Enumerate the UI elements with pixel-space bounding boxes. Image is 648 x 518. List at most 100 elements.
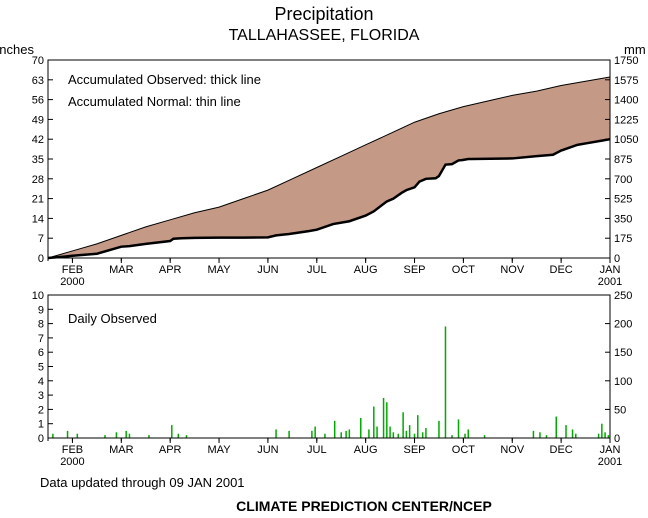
ytick-label: 150 bbox=[614, 347, 632, 359]
daily-bar bbox=[575, 434, 577, 438]
daily-bar bbox=[311, 431, 313, 438]
legend-normal: Accumulated Normal: thin line bbox=[68, 94, 241, 109]
source-label: CLIMATE PREDICTION CENTER/NCEP bbox=[236, 498, 492, 514]
precip-chart-page: { "title": "Precipitation", "location": … bbox=[0, 0, 648, 518]
daily-bar bbox=[445, 326, 447, 438]
ytick-label: 21 bbox=[32, 194, 44, 206]
chart-title: Precipitation bbox=[274, 4, 373, 24]
xtick-label: SEP bbox=[404, 264, 426, 276]
daily-bar bbox=[345, 431, 347, 438]
xtick-label: JAN bbox=[600, 444, 621, 456]
daily-bar bbox=[178, 434, 180, 438]
ytick-label: 5 bbox=[38, 362, 44, 374]
daily-bar bbox=[402, 412, 404, 438]
ytick-label: 875 bbox=[614, 154, 632, 166]
top-plot-frame bbox=[48, 60, 610, 258]
ytick-label: 56 bbox=[32, 95, 44, 107]
xtick-label: APR bbox=[159, 264, 182, 276]
xtick-label: MAR bbox=[109, 264, 134, 276]
daily-bar bbox=[288, 431, 290, 438]
precip-chart-svg: PrecipitationTALLAHASSEE, FLORIDAinchesm… bbox=[0, 0, 648, 518]
xtick-label: JUN bbox=[257, 444, 278, 456]
xtick-label: SEP bbox=[404, 444, 426, 456]
ytick-label: 100 bbox=[614, 376, 632, 388]
xtick-label: OCT bbox=[452, 444, 476, 456]
ytick-label: 3 bbox=[38, 390, 44, 402]
daily-bar bbox=[425, 428, 427, 438]
xtick-label: MAY bbox=[208, 444, 232, 456]
daily-title: Daily Observed bbox=[68, 311, 157, 326]
ytick-label: 0 bbox=[38, 253, 44, 265]
daily-bar bbox=[601, 424, 603, 438]
daily-bar bbox=[275, 429, 277, 438]
ytick-label: 63 bbox=[32, 75, 44, 87]
xtick-label: APR bbox=[159, 444, 182, 456]
ytick-label: 1750 bbox=[614, 55, 638, 67]
ytick-label: 700 bbox=[614, 174, 632, 186]
daily-bar bbox=[464, 434, 466, 438]
ytick-label: 1050 bbox=[614, 134, 638, 146]
daily-bar bbox=[125, 431, 127, 438]
daily-bar bbox=[334, 421, 336, 438]
daily-bar bbox=[129, 434, 131, 438]
ytick-label: 1225 bbox=[614, 114, 638, 126]
daily-bar bbox=[414, 434, 416, 438]
daily-bar bbox=[324, 434, 326, 438]
daily-bar bbox=[438, 421, 440, 438]
daily-bar bbox=[67, 431, 69, 438]
daily-bar bbox=[468, 429, 470, 438]
ytick-label: 10 bbox=[32, 290, 44, 302]
daily-bar bbox=[555, 417, 557, 438]
daily-bar bbox=[349, 429, 351, 438]
ytick-label: 8 bbox=[38, 319, 44, 331]
daily-bar bbox=[406, 431, 408, 438]
daily-bar bbox=[340, 432, 342, 438]
daily-bar bbox=[533, 431, 535, 438]
xtick-label: FEB bbox=[62, 444, 83, 456]
daily-bar bbox=[417, 415, 419, 438]
footer-note: Data updated through 09 JAN 2001 bbox=[40, 475, 245, 490]
daily-bar bbox=[393, 432, 395, 438]
daily-bar bbox=[397, 434, 399, 438]
xtick-label: FEB bbox=[62, 264, 83, 276]
ytick-label: 6 bbox=[38, 347, 44, 359]
daily-bar bbox=[389, 427, 391, 438]
ytick-label: 250 bbox=[614, 290, 632, 302]
daily-bar bbox=[386, 402, 388, 438]
ytick-label: 7 bbox=[38, 333, 44, 345]
ytick-label: 4 bbox=[38, 376, 44, 388]
ytick-label: 350 bbox=[614, 213, 632, 225]
ytick-label: 9 bbox=[38, 304, 44, 316]
ytick-label: 175 bbox=[614, 233, 632, 245]
xtick-label: 2001 bbox=[598, 276, 622, 288]
xtick-label: NOV bbox=[500, 444, 525, 456]
xtick-label: DEC bbox=[550, 444, 573, 456]
xtick-label: 2001 bbox=[598, 456, 622, 468]
ytick-label: 42 bbox=[32, 134, 44, 146]
xtick-label: OCT bbox=[452, 264, 476, 276]
xtick-label: MAR bbox=[109, 444, 134, 456]
ytick-label: 50 bbox=[614, 404, 626, 416]
daily-bar bbox=[409, 425, 411, 438]
xtick-label: 2000 bbox=[60, 276, 84, 288]
daily-bar bbox=[539, 432, 541, 438]
legend-observed: Accumulated Observed: thick line bbox=[68, 72, 261, 87]
ytick-label: 2 bbox=[38, 404, 44, 416]
xtick-label: AUG bbox=[354, 264, 378, 276]
xtick-label: JAN bbox=[600, 264, 621, 276]
daily-bar bbox=[565, 425, 567, 438]
ytick-label: 14 bbox=[32, 213, 44, 225]
xtick-label: JUN bbox=[257, 264, 278, 276]
ytick-label: 200 bbox=[614, 319, 632, 331]
daily-bar bbox=[171, 425, 173, 438]
ytick-label: 28 bbox=[32, 174, 44, 186]
ytick-label: 1575 bbox=[614, 75, 638, 87]
ytick-label: 0 bbox=[38, 433, 44, 445]
daily-bar bbox=[116, 432, 118, 438]
daily-bar bbox=[360, 418, 362, 438]
xtick-label: MAY bbox=[208, 264, 232, 276]
y-left-label: inches bbox=[0, 42, 35, 57]
daily-bar bbox=[572, 429, 574, 438]
xtick-label: JUL bbox=[307, 264, 327, 276]
xtick-label: 2000 bbox=[60, 456, 84, 468]
